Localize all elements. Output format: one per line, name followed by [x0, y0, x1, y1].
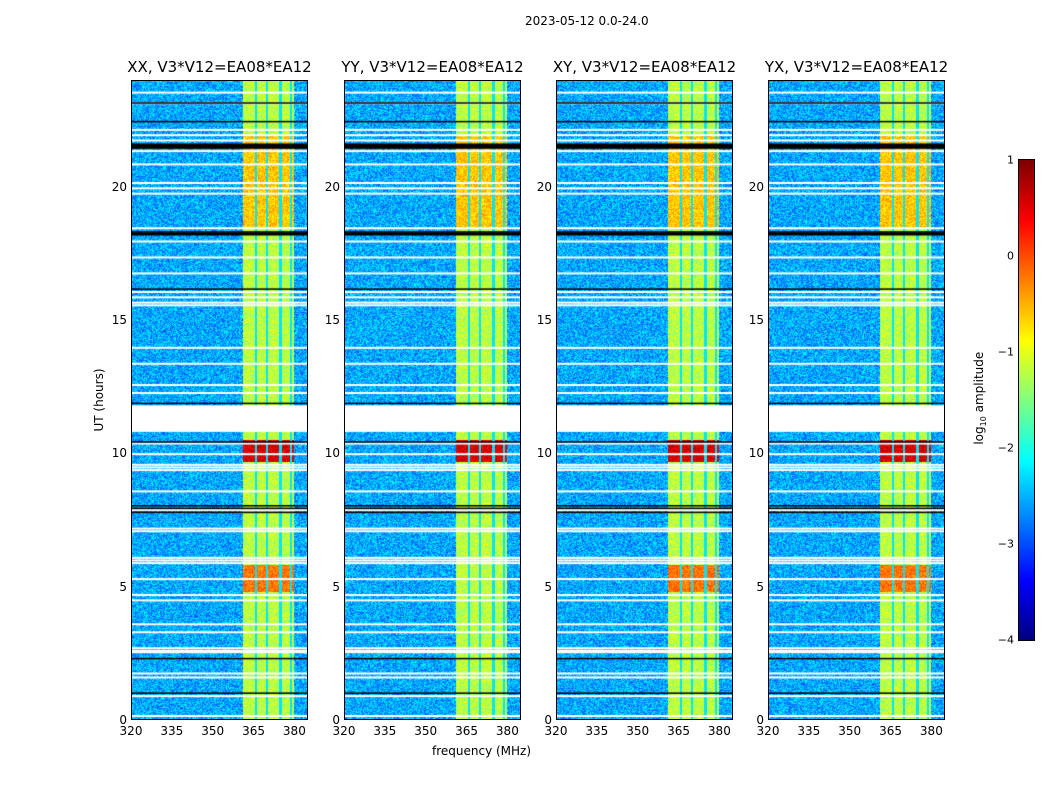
heatmap-image	[132, 81, 307, 719]
y-tick-label: 20	[111, 179, 127, 194]
y-tick-label: 20	[748, 179, 764, 194]
heatmap-panel-xx	[131, 80, 308, 720]
panel-title: XX, V3*V12=EA08*EA12	[127, 58, 312, 76]
colorbar-tick-label: −3	[997, 537, 1014, 551]
y-tick-label: 10	[324, 446, 340, 461]
figure-title: 2023-05-12 0.0-24.0	[525, 14, 649, 28]
x-tick-label: 335	[585, 724, 609, 738]
x-tick-label: 350	[626, 724, 650, 738]
x-tick-label: 320	[756, 724, 780, 738]
x-tick-label: 335	[160, 724, 184, 738]
y-tick-label: 10	[536, 446, 552, 461]
heatmap-panel-yx	[768, 80, 945, 720]
y-tick-label: 15	[111, 313, 127, 327]
y-tick-label: 0	[119, 713, 127, 727]
x-tick-label: 365	[667, 724, 690, 738]
y-tick-label: 15	[324, 313, 340, 327]
y-tick-label: 15	[536, 313, 552, 327]
colorbar-label: log10 amplitude	[971, 351, 989, 445]
x-tick-label: 365	[455, 724, 478, 738]
x-tick-label: 320	[332, 724, 356, 738]
y-tick-label: 20	[324, 179, 340, 194]
x-axis-label: frequency (MHz)	[432, 744, 532, 758]
colorbar	[1018, 159, 1035, 641]
x-tick-label: 350	[838, 724, 862, 738]
y-tick-label: 10	[111, 446, 127, 461]
x-tick-label: 335	[797, 724, 821, 738]
colorbar-tick-label: 0	[1007, 249, 1014, 263]
colorbar-tick-label: −2	[997, 441, 1014, 455]
panel-title: YY, V3*V12=EA08*EA12	[341, 58, 524, 76]
heatmap-panel-yy	[344, 80, 521, 720]
y-tick-label: 5	[544, 579, 552, 594]
y-tick-label: 5	[756, 579, 764, 594]
x-tick-label: 380	[282, 724, 306, 738]
y-tick-label: 0	[332, 713, 340, 727]
y-axis-label: UT (hours)	[92, 368, 106, 432]
x-tick-label: 380	[707, 724, 731, 738]
x-tick-label: 365	[879, 724, 902, 738]
heatmap-image	[345, 81, 520, 719]
x-tick-label: 350	[414, 724, 438, 738]
colorbar-tick-label: 1	[1007, 153, 1014, 167]
x-tick-label: 320	[544, 724, 568, 738]
x-tick-label: 380	[919, 724, 943, 738]
panel-title: YX, V3*V12=EA08*EA12	[764, 58, 949, 76]
panel-title: XY, V3*V12=EA08*EA12	[552, 58, 737, 76]
colorbar-tick-label: −4	[997, 633, 1014, 647]
heatmap-image	[769, 81, 944, 719]
y-tick-label: 10	[748, 446, 764, 461]
x-tick-label: 365	[242, 724, 265, 738]
x-tick-label: 380	[495, 724, 519, 738]
y-tick-label: 0	[756, 713, 764, 727]
heatmap-image	[557, 81, 732, 719]
colorbar-tick-label: −1	[997, 345, 1014, 359]
y-tick-label: 5	[119, 579, 127, 594]
y-tick-label: 5	[332, 579, 340, 594]
y-tick-label: 0	[544, 713, 552, 727]
x-tick-label: 335	[373, 724, 397, 738]
y-tick-label: 20	[536, 179, 552, 194]
x-tick-label: 350	[201, 724, 225, 738]
heatmap-panel-xy	[556, 80, 733, 720]
y-tick-label: 15	[748, 313, 764, 327]
x-tick-label: 320	[119, 724, 143, 738]
